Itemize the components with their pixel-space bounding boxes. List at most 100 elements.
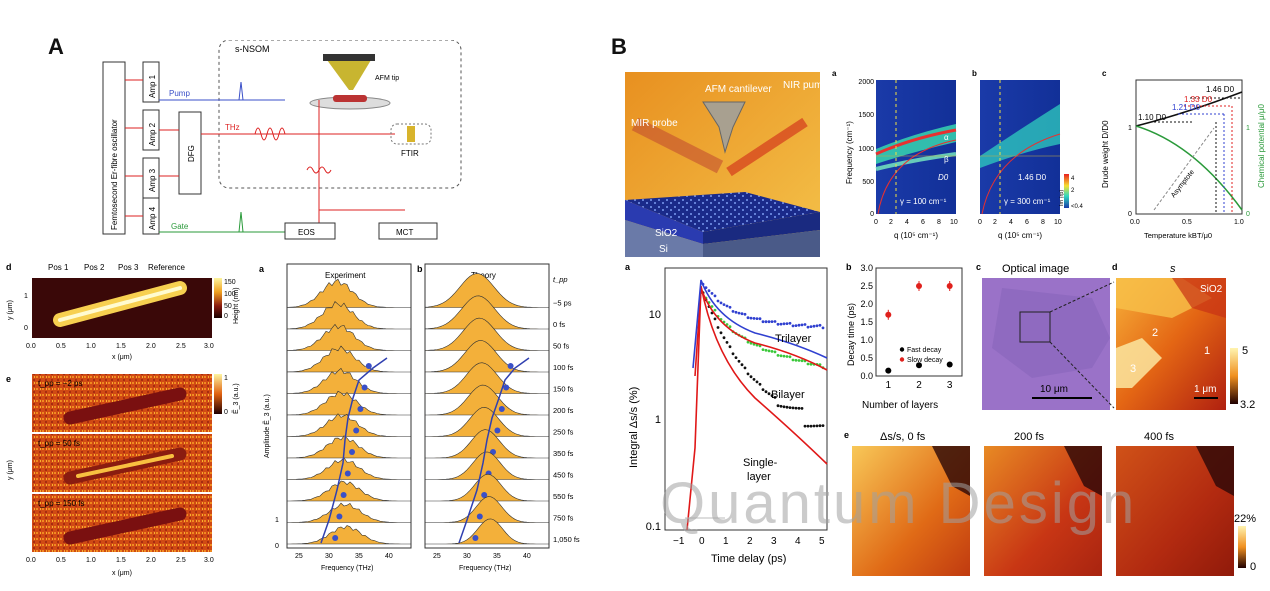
dispersion-a-xticks: 0 2 4 6 8 10 (874, 219, 958, 226)
decay-data-point (758, 317, 762, 321)
spectra-ylabel: Amplitude Ẽ_3 (a.u.) (262, 394, 271, 458)
decay-data-point (785, 355, 789, 358)
decay-data-point (776, 322, 780, 326)
s-map-panel: d s SiO2 1 2 3 1 μm 5 3.2 (1112, 262, 1255, 411)
theory-marker (481, 492, 488, 498)
oscillator-label: Femtosecond Er-fibre oscillator (110, 119, 119, 230)
decay-data-point (776, 354, 780, 357)
ftir-label: FTIR (401, 149, 419, 158)
decay-data-point (773, 396, 777, 399)
decay-data-point (725, 341, 729, 344)
thz-map-3-wire (63, 507, 187, 545)
decay-data-point (758, 382, 762, 386)
pos2-label: Pos 2 (84, 263, 105, 272)
experiment-peak (286, 390, 411, 416)
dispersion-letter-a: a (832, 69, 837, 78)
decay-data-point (800, 323, 804, 327)
decay-data-point (797, 323, 801, 327)
snom-box (218, 40, 462, 189)
decay-data-point (761, 348, 765, 351)
topo-cb-tick-100: 100 (224, 291, 236, 298)
svg-text:2: 2 (747, 536, 753, 547)
delay-label: 550 fs (553, 492, 574, 501)
afm-cantilever-label: AFM cantilever (705, 84, 772, 95)
mir-beam (631, 117, 724, 174)
svg-text:8: 8 (937, 219, 941, 226)
alpha-label: α (944, 133, 949, 142)
delay-label: 50 fs (553, 342, 570, 351)
svg-text:3.0: 3.0 (204, 343, 214, 350)
fast-decay-point (885, 367, 892, 374)
afm-cantilever (702, 101, 746, 154)
experiment-title: Experiment (325, 271, 366, 280)
decay-data-point (806, 424, 810, 428)
watermark: Quantum Design (660, 471, 1138, 536)
dispersion-letter-b: b (972, 69, 977, 78)
decay-data-point (740, 363, 744, 367)
theory-marker (494, 427, 501, 434)
decay-data-point (716, 299, 720, 303)
dispersion-b-xticks: 0 2 4 6 8 10 (978, 219, 1062, 226)
thz-waveform (254, 127, 286, 141)
svg-text:2.5: 2.5 (176, 343, 186, 350)
svg-text:1.0: 1.0 (86, 343, 96, 350)
decay-data-point (770, 320, 774, 323)
asymptote-line (1153, 127, 1215, 211)
decay-time-xlabel: Number of layers (862, 400, 938, 411)
decay-data-point (749, 316, 753, 320)
decay-data-point (734, 310, 738, 314)
experiment-peak (286, 301, 411, 330)
decay-data-point (716, 326, 720, 329)
decay-data-point (773, 320, 777, 323)
decay-data-point (791, 406, 795, 410)
dispersion-b-xlabel: q (10⁵ cm⁻¹) (998, 231, 1042, 240)
zoom-line-top (1049, 281, 1115, 313)
s-map-letter: d (1112, 262, 1118, 272)
theory-peaks (424, 273, 549, 545)
decay-data-point (746, 372, 750, 376)
dispersion-a-light-line (877, 139, 957, 215)
svg-text:10: 10 (1054, 219, 1062, 226)
d133-label: 1.33 D0 (1184, 95, 1213, 104)
decay-data-point (770, 350, 774, 353)
svg-text:6: 6 (1025, 219, 1029, 226)
decay-data-point (710, 305, 714, 308)
d110-label: 1.10 D0 (1138, 113, 1167, 122)
s-map-sio2-label: SiO2 (1200, 284, 1223, 295)
time-map-cb-bottom: 0 (1250, 561, 1256, 573)
svg-text:2: 2 (993, 219, 997, 226)
svg-text:0: 0 (870, 211, 874, 218)
theory-trend-line (458, 357, 530, 544)
svg-text:0.0: 0.0 (1130, 219, 1140, 226)
chem-potential-curve (1135, 125, 1243, 211)
decay-time-yticks: 0.0 0.5 1.0 1.5 2.0 2.5 3.0 (860, 263, 873, 381)
decay-data-point (791, 358, 795, 362)
sio2-label: SiO2 (655, 228, 678, 239)
spectra-letter-a: a (259, 264, 265, 274)
svg-text:5: 5 (819, 536, 825, 547)
amp-3-label: Amp 3 (148, 168, 157, 192)
experiment-marker (336, 513, 343, 520)
s-map-title: s (1170, 263, 1176, 275)
experiment-peak (286, 323, 411, 351)
decay-time-points (885, 281, 953, 374)
dispersion-yticks: 2000 1500 1000 500 0 (858, 79, 874, 218)
svg-text:40: 40 (385, 553, 393, 560)
decay-data-point (812, 324, 816, 328)
time-map-400fs-sio2 (1196, 446, 1234, 496)
delay-label: 200 fs (553, 406, 574, 415)
tpp-header: t_pp (553, 275, 568, 284)
svg-text:1.5: 1.5 (116, 343, 126, 350)
decay-data-point (773, 350, 777, 354)
chem-ytick-0: 0 (1246, 211, 1250, 218)
nanowire-sample (333, 95, 367, 102)
decay-time-ytick: 1.5 (860, 317, 873, 327)
bilayer-fit (694, 287, 828, 377)
decay-data-point (764, 390, 768, 394)
decay-data-point (746, 316, 750, 320)
thz-cb-label: Ẽ_3 (a.u.) (231, 383, 240, 414)
svg-text:25: 25 (433, 553, 441, 560)
svg-text:1.0: 1.0 (86, 557, 96, 564)
decay-data-point (743, 366, 747, 370)
decay-data-point (713, 317, 717, 321)
